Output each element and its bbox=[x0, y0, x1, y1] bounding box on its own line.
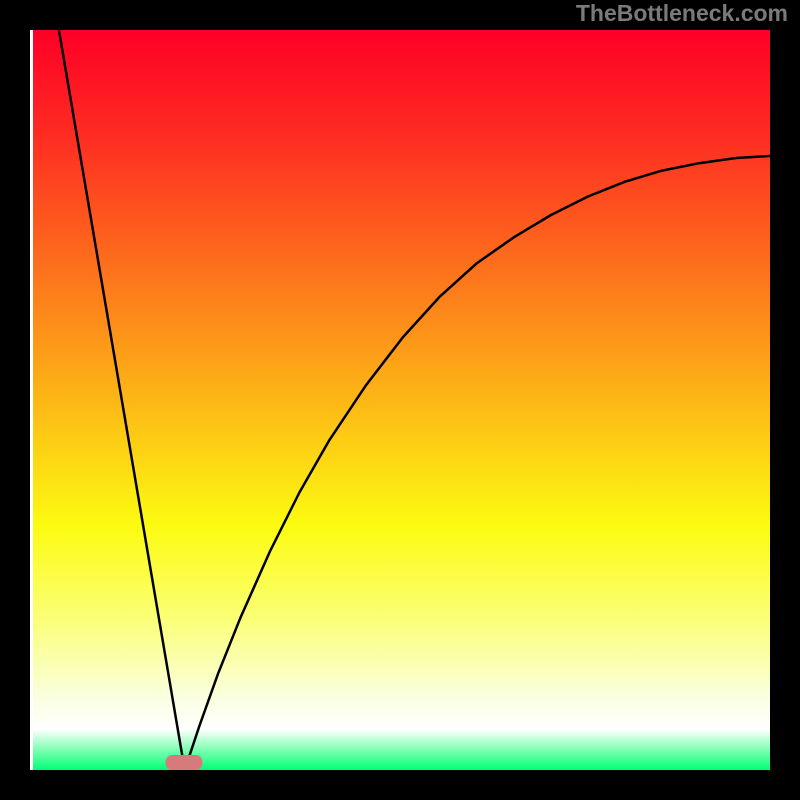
plot-background bbox=[33, 30, 773, 770]
chart-svg bbox=[0, 0, 800, 800]
minimum-marker bbox=[165, 755, 202, 770]
watermark-text: TheBottleneck.com bbox=[576, 0, 788, 27]
bottleneck-chart: TheBottleneck.com bbox=[0, 0, 800, 800]
